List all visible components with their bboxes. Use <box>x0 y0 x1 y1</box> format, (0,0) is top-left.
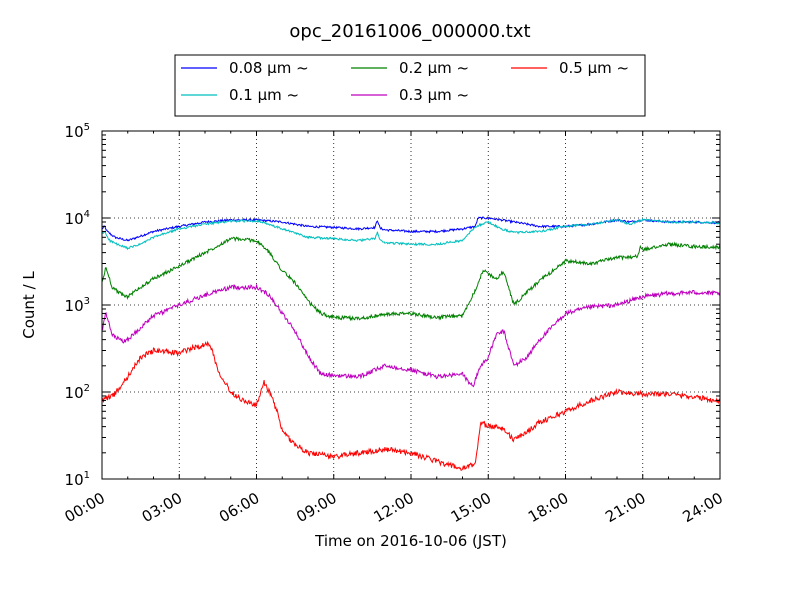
x-tick-label: 03:00 <box>139 489 185 526</box>
y-tick-label: 101 <box>65 470 90 489</box>
legend-label: 0.5 μm ~ <box>559 59 629 77</box>
chart-title: opc_20161006_000000.txt <box>289 21 530 42</box>
x-tick-label: 24:00 <box>680 489 726 526</box>
series-line <box>101 217 721 251</box>
series-layer <box>101 216 721 471</box>
x-tick-label: 15:00 <box>448 489 494 526</box>
legend-label: 0.1 μm ~ <box>229 86 299 104</box>
x-tick-label: 21:00 <box>602 489 648 526</box>
legend-label: 0.08 μm ~ <box>229 59 309 77</box>
x-tick-label: 09:00 <box>293 489 339 526</box>
ticks: 00:00 03:00 06:00 09:00 12:00 15:00 18:00 21:00… <box>62 122 726 526</box>
legend-label: 0.3 μm ~ <box>399 86 469 104</box>
x-tick-label: 12:00 <box>371 489 417 526</box>
y-axis-label: Count / L <box>20 271 38 339</box>
y-tick-label: 103 <box>65 296 90 315</box>
legend: 0.08 μm ~ 0.1 μm ~ 0.2 μm ~ 0.3 μm ~ 0.5 μm … <box>174 54 646 117</box>
y-tick-label: 102 <box>65 383 90 402</box>
y-tick-label: 105 <box>65 122 90 141</box>
legend-label: 0.2 μm ~ <box>399 59 469 77</box>
x-axis-label: Time on 2016-10-06 (JST) <box>314 532 507 550</box>
series-line <box>102 340 721 471</box>
series-line <box>101 216 721 242</box>
x-tick-label: 06:00 <box>216 489 262 526</box>
legend-box <box>174 54 646 117</box>
series-line <box>101 236 721 322</box>
grid <box>102 131 720 479</box>
x-tick-label: 00:00 <box>62 489 108 526</box>
x-tick-label: 18:00 <box>525 489 571 526</box>
y-tick-label: 104 <box>65 209 90 228</box>
series-line <box>101 283 721 388</box>
